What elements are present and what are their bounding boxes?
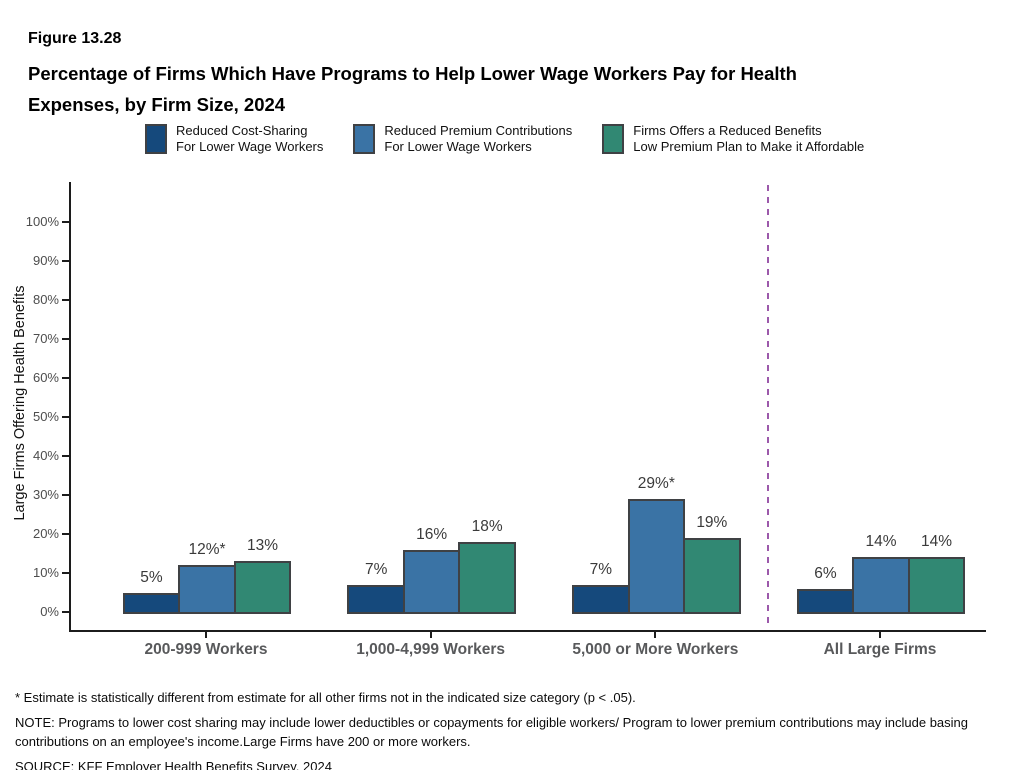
bar-value-label: 19% <box>696 513 728 531</box>
x-axis-category-label: 5,000 or More Workers <box>572 641 739 658</box>
legend-swatch <box>602 124 625 154</box>
bar <box>402 549 461 614</box>
y-axis-tick-label: 50% <box>32 409 59 424</box>
legend-swatch <box>353 124 376 154</box>
bar-value-label: 13% <box>246 537 279 555</box>
y-axis-tick-label: 100% <box>25 214 59 229</box>
bar <box>683 537 741 614</box>
legend-item: Reduced Premium Contributions For Lower … <box>353 123 572 155</box>
y-axis-tick <box>62 455 69 457</box>
y-axis-tick <box>62 221 69 223</box>
bar-value-label: 12%* <box>188 541 226 559</box>
x-axis-tick <box>879 632 881 638</box>
footnote-note: NOTE: Programs to lower cost sharing may… <box>15 715 969 749</box>
y-axis-tick <box>62 533 69 535</box>
footnote-source: SOURCE: KFF Employer Health Benefits Sur… <box>15 759 332 770</box>
y-axis-tick-label: 0% <box>40 604 59 619</box>
y-axis-tick <box>62 377 69 379</box>
bar <box>627 498 686 614</box>
legend-item: Reduced Cost-Sharing For Lower Wage Work… <box>145 123 323 155</box>
bar-value-label: 18% <box>471 517 503 535</box>
bar-value-label: 6% <box>814 564 837 582</box>
y-axis-tick <box>62 260 69 262</box>
y-axis-line <box>69 182 71 632</box>
legend-label: Firms Offers a Reduced Benefits Low Prem… <box>633 123 865 154</box>
x-axis-tick <box>429 632 432 638</box>
plot-area: 0% 10% 20% 30% 40% 50% 60% 70% 80% 90% 100% 5% 12%* 1… <box>0 182 1024 658</box>
x-axis-tick <box>654 632 657 638</box>
footnotes: * Estimate is statistically different fr… <box>15 688 1011 770</box>
x-axis-category-label: All Large Firms <box>823 641 937 658</box>
bar-value-label: 7% <box>589 560 613 578</box>
bar-value-label: 16% <box>416 525 448 543</box>
legend-label: Reduced Cost-Sharing For Lower Wage Work… <box>176 123 324 154</box>
bar <box>122 592 181 614</box>
bar-value-label: 29%* <box>637 474 675 492</box>
x-axis-tick <box>205 632 207 638</box>
bar <box>233 561 292 614</box>
y-axis-tick-label: 70% <box>32 331 59 346</box>
y-axis-tick <box>62 494 69 496</box>
x-axis-category-label: 200-999 Workers <box>144 641 268 658</box>
y-axis-tick-label: 30% <box>32 487 59 502</box>
bar <box>852 557 910 614</box>
bar <box>347 584 405 614</box>
bar-value-label: 5% <box>140 568 163 586</box>
chart-title-line-1: Percentage of Firms Which Have Programs … <box>28 63 797 84</box>
bar <box>458 541 516 614</box>
chart-title-line-2: Expenses, by Firm Size, 2024 <box>28 94 286 115</box>
y-axis-tick <box>62 299 69 301</box>
y-axis-tick-label: 20% <box>32 526 59 541</box>
figure-number-label: Figure 13.28 <box>28 30 122 47</box>
y-axis-tick-label: 90% <box>32 253 59 268</box>
bar <box>796 588 855 614</box>
bar-value-label: 14% <box>865 533 897 551</box>
y-axis-tick <box>62 611 69 613</box>
separator-dashed-line <box>766 185 770 629</box>
bar <box>178 565 236 614</box>
chart-title: Percentage of Firms Which Have Programs … <box>28 58 797 120</box>
y-axis-tick <box>62 416 69 418</box>
legend-swatch <box>145 124 167 154</box>
bar <box>572 584 630 614</box>
x-axis-line <box>69 630 986 632</box>
y-axis-tick-label: 60% <box>32 370 59 385</box>
y-axis-tick <box>62 572 69 574</box>
y-axis-tick-label: 80% <box>32 292 59 307</box>
y-axis-tick-label: 10% <box>32 565 59 580</box>
bar-value-label: 14% <box>920 533 953 551</box>
footnote-significance: * Estimate is statistically different fr… <box>15 690 636 705</box>
x-axis-category-label: 1,000-4,999 Workers <box>356 641 506 658</box>
legend: Reduced Cost-Sharing For Lower Wage Work… <box>145 123 864 155</box>
bar <box>907 557 966 614</box>
y-axis-tick-label: 40% <box>32 448 59 463</box>
legend-item: Firms Offers a Reduced Benefits Low Prem… <box>602 123 864 155</box>
legend-label: Reduced Premium Contributions For Lower … <box>384 123 573 154</box>
bar-value-label: 7% <box>364 560 388 578</box>
y-axis-tick <box>62 338 69 340</box>
